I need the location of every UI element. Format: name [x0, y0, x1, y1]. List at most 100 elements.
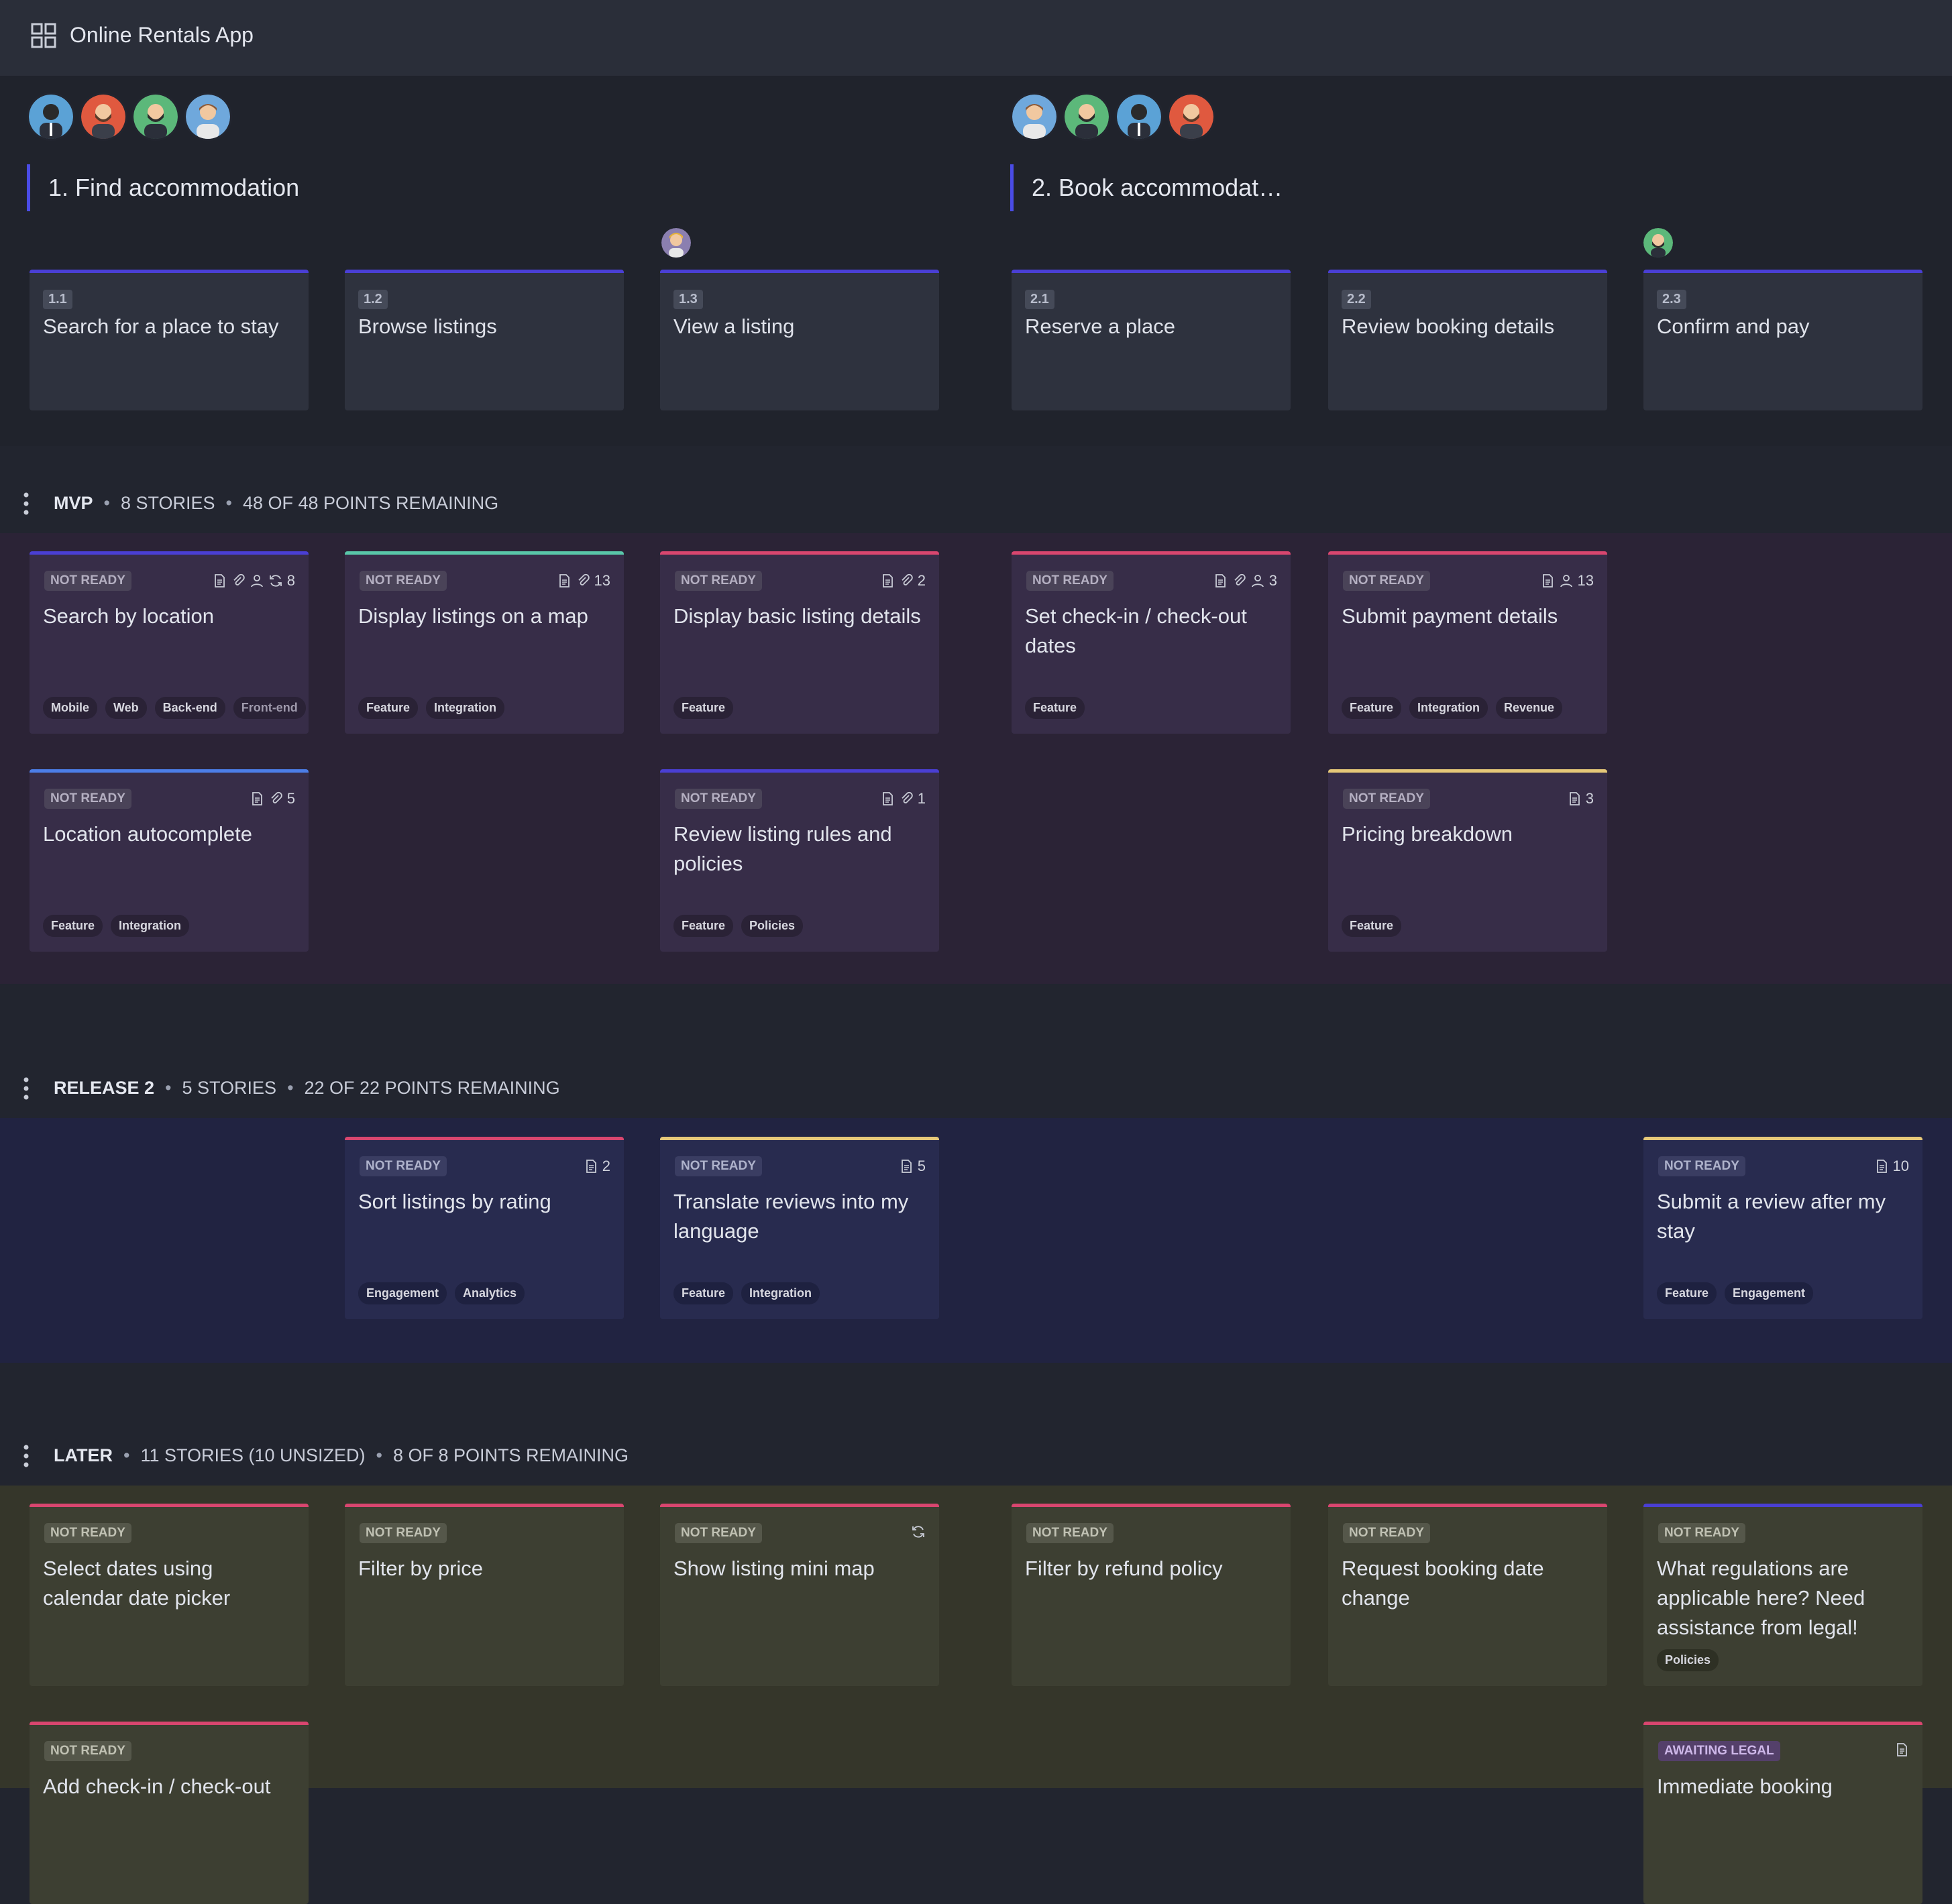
tag[interactable]: Feature — [1342, 697, 1402, 719]
sync-icon — [912, 1526, 924, 1538]
attachment-icon — [902, 791, 913, 803]
status-badge: NOT READY — [360, 1156, 447, 1176]
step-card[interactable]: 1.2 Browse listings — [345, 270, 624, 410]
tag[interactable]: Engagement — [358, 1282, 447, 1304]
story-title: Filter by refund policy — [1025, 1557, 1223, 1580]
tag[interactable]: Feature — [1025, 697, 1085, 719]
story-card[interactable]: NOT READY 13 Display listings on a map F… — [345, 551, 624, 734]
activity-2-title[interactable]: 2. Book accommodat… — [1010, 164, 1283, 211]
status-badge: NOT READY — [1343, 789, 1430, 809]
document-icon — [882, 792, 893, 805]
story-card[interactable]: NOT READY 13 Submit payment details Feat… — [1328, 551, 1607, 734]
tag[interactable]: Integration — [741, 1282, 820, 1304]
avatar[interactable] — [1167, 93, 1215, 141]
story-title: Select dates using calendar date picker — [43, 1557, 231, 1610]
story-card[interactable]: NOT READY What regulations are applicabl… — [1643, 1504, 1922, 1686]
tag[interactable]: Integration — [111, 915, 190, 937]
story-card[interactable]: NOT READY 2 Display basic listing detail… — [660, 551, 939, 734]
story-card[interactable]: NOT READY 8 Search by location Mobile We… — [30, 551, 309, 734]
tag[interactable]: Web — [105, 697, 147, 719]
avatar[interactable] — [79, 93, 127, 141]
tag[interactable]: Feature — [1657, 1282, 1717, 1304]
step-number: 1.2 — [358, 290, 388, 309]
release-name[interactable]: RELEASE 2 — [54, 1078, 155, 1098]
tag[interactable]: Feature — [673, 1282, 734, 1304]
tag[interactable]: Policies — [741, 915, 804, 937]
step-assignee-avatar[interactable] — [661, 228, 691, 258]
story-title: Request booking date change — [1342, 1557, 1544, 1610]
avatar[interactable] — [1010, 93, 1059, 141]
release-lane-release-2: NOT READY 2 Sort listings by rating Enga… — [0, 1118, 1952, 1363]
card-meta: 13 — [1540, 572, 1594, 590]
step-card[interactable]: 2.3 Confirm and pay — [1643, 270, 1922, 410]
tag[interactable]: Feature — [1342, 915, 1402, 937]
tag[interactable]: Feature — [358, 697, 419, 719]
card-meta — [911, 1524, 926, 1539]
story-title: Immediate booking — [1657, 1775, 1833, 1798]
avatar[interactable] — [131, 93, 180, 141]
status-badge: NOT READY — [675, 789, 762, 809]
release-name[interactable]: LATER — [54, 1445, 113, 1465]
story-title: Add check-in / check-out — [43, 1775, 271, 1798]
story-card[interactable]: NOT READY 10 Submit a review after my st… — [1643, 1137, 1922, 1319]
user-icon — [250, 575, 263, 587]
story-points: 13 — [1577, 572, 1594, 589]
document-icon — [214, 574, 225, 587]
story-card[interactable]: NOT READY 5 Translate reviews into my la… — [660, 1137, 939, 1319]
release-name[interactable]: MVP — [54, 493, 93, 513]
avatar[interactable] — [184, 93, 232, 141]
tag[interactable]: Mobile — [43, 697, 97, 719]
story-card[interactable]: NOT READY Filter by price — [345, 1504, 624, 1686]
step-number: 2.1 — [1025, 290, 1054, 309]
story-card[interactable]: NOT READY 1 Review listing rules and pol… — [660, 769, 939, 952]
tag[interactable]: Feature — [673, 697, 734, 719]
step-card[interactable]: 1.1 Search for a place to stay — [30, 270, 309, 410]
tag[interactable]: Feature — [673, 915, 734, 937]
tag[interactable]: Integration — [1409, 697, 1488, 719]
more-options-icon[interactable] — [23, 1076, 30, 1101]
avatar[interactable] — [1115, 93, 1163, 141]
story-title: Pricing breakdown — [1342, 822, 1513, 846]
story-card[interactable]: AWAITING LEGAL Immediate booking — [1643, 1722, 1922, 1904]
story-card[interactable]: NOT READY Add check-in / check-out — [30, 1722, 309, 1904]
tag[interactable]: Feature — [43, 915, 103, 937]
grid-icon[interactable] — [31, 23, 56, 48]
step-card[interactable]: 2.1 Reserve a place — [1012, 270, 1291, 410]
tag[interactable]: Front-end — [233, 697, 306, 719]
tag[interactable]: Integration — [426, 697, 505, 719]
story-title: Set check-in / check-out dates — [1025, 604, 1247, 657]
story-card[interactable]: NOT READY Select dates using calendar da… — [30, 1504, 309, 1686]
avatar[interactable] — [1063, 93, 1111, 141]
tag[interactable]: Back-end — [154, 697, 225, 719]
story-points: 5 — [286, 790, 295, 807]
step-number: 1.1 — [43, 290, 72, 309]
tag[interactable]: Policies — [1657, 1649, 1719, 1671]
status-badge: NOT READY — [675, 1156, 762, 1176]
story-title: Display basic listing details — [673, 604, 921, 628]
story-card[interactable]: NOT READY 2 Sort listings by rating Enga… — [345, 1137, 624, 1319]
story-card[interactable]: NOT READY 3 Pricing breakdown Feature — [1328, 769, 1607, 952]
more-options-icon[interactable] — [23, 1444, 30, 1468]
story-points: 5 — [917, 1158, 926, 1174]
activity-1-title[interactable]: 1. Find accommodation — [27, 164, 299, 211]
status-badge: NOT READY — [1343, 1523, 1430, 1543]
story-card[interactable]: NOT READY Filter by refund policy — [1012, 1504, 1291, 1686]
tag[interactable]: Analytics — [455, 1282, 525, 1304]
step-card[interactable]: 1.3 View a listing — [660, 270, 939, 410]
story-card[interactable]: NOT READY Show listing mini map — [660, 1504, 939, 1686]
step-assignee-avatar[interactable] — [1643, 228, 1673, 258]
status-badge: NOT READY — [44, 789, 131, 809]
step-card[interactable]: 2.2 Review booking details — [1328, 270, 1607, 410]
story-card[interactable]: NOT READY 3 Set check-in / check-out dat… — [1012, 551, 1291, 734]
avatar[interactable] — [27, 93, 75, 141]
user-icon — [1251, 575, 1264, 587]
story-card[interactable]: NOT READY Request booking date change — [1328, 1504, 1607, 1686]
release-bar-mvp: MVP • 8 STORIES • 48 OF 48 POINTS REMAINING — [0, 473, 1952, 533]
more-options-icon[interactable] — [23, 492, 30, 516]
tag[interactable]: Revenue — [1496, 697, 1563, 719]
step-title: View a listing — [673, 315, 795, 338]
story-title: Sort listings by rating — [358, 1190, 551, 1213]
story-title: Review listing rules and policies — [673, 822, 892, 875]
tag[interactable]: Engagement — [1725, 1282, 1814, 1304]
story-card[interactable]: NOT READY 5 Location autocomplete Featur… — [30, 769, 309, 952]
